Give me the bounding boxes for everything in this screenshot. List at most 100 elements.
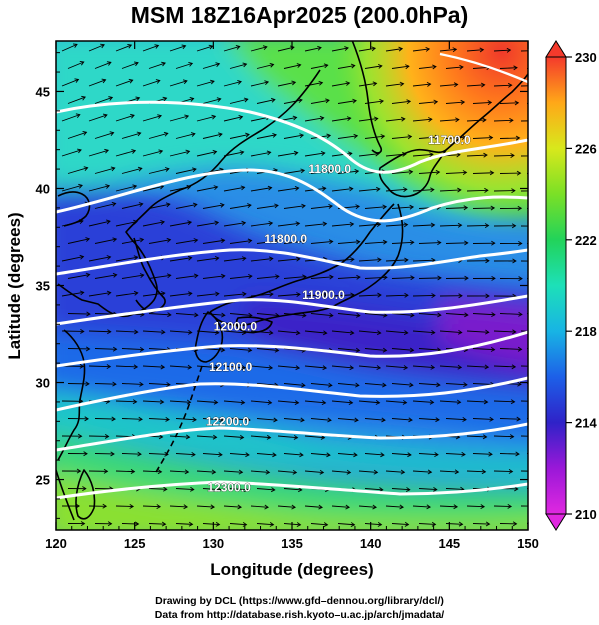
wind-arrowhead [318, 80, 324, 86]
wind-vector [499, 137, 520, 139]
wind-arrowhead [302, 312, 307, 318]
wind-arrowhead [355, 239, 361, 245]
wind-vector [520, 330, 528, 332]
wind-vector [337, 453, 357, 456]
wind-arrowhead [193, 273, 199, 279]
wind-vector [358, 294, 381, 297]
wind-vector [115, 221, 138, 227]
wind-arrowhead [106, 255, 112, 260]
wind-vector [466, 49, 484, 52]
wind-vector [250, 222, 273, 227]
wind-vector [196, 151, 217, 157]
wind-vector [250, 187, 272, 192]
wind-vector [277, 400, 299, 404]
wind-vector [364, 206, 387, 209]
wind-vector [418, 348, 441, 351]
wind-vector [493, 470, 513, 473]
wind-vector [121, 383, 143, 385]
wind-arrowhead [511, 364, 517, 370]
wind-arrowhead [481, 469, 487, 475]
wind-vector [391, 488, 410, 491]
wind-vector [223, 186, 245, 192]
wind-vector [304, 117, 324, 122]
wind-arrowhead [452, 47, 458, 53]
wind-arrowhead [514, 486, 519, 492]
wind-arrowhead [163, 131, 169, 137]
wind-vector [472, 101, 492, 104]
wind-vector [337, 418, 359, 421]
wind-arrowhead [157, 469, 163, 475]
wind-arrowhead [138, 416, 143, 422]
wind-vector [418, 242, 441, 244]
wind-arrowhead [457, 222, 463, 228]
wind-vector [337, 65, 355, 69]
wind-vector [337, 523, 355, 526]
wind-vector [472, 172, 494, 174]
wind-vector [337, 276, 360, 279]
wind-vector [115, 44, 132, 52]
wind-vector [169, 221, 192, 227]
wind-arrowhead [106, 61, 112, 66]
wind-arrowhead [187, 329, 193, 335]
wind-arrowhead [242, 62, 248, 68]
wind-arrowhead [429, 399, 435, 405]
wind-arrowhead [400, 469, 406, 475]
wind-arrowhead [464, 240, 469, 246]
wind-arrowhead [345, 504, 350, 510]
wind-arrowhead [74, 78, 80, 83]
wind-arrowhead [480, 504, 486, 510]
wind-arrowhead [512, 258, 517, 264]
wind-arrowhead [134, 521, 140, 527]
wind-vector [115, 185, 137, 192]
y-tick-label: 35 [36, 279, 50, 294]
wind-vector [418, 171, 440, 174]
wind-arrowhead [165, 202, 171, 208]
wind-arrowhead [215, 291, 220, 297]
wind-vector [256, 99, 275, 104]
wind-vector [115, 114, 135, 122]
wind-vector [250, 330, 273, 334]
wind-vector [358, 259, 381, 262]
wind-vector [94, 274, 117, 279]
wind-arrowhead [405, 64, 410, 70]
wind-vector [283, 276, 306, 279]
colorbar-tick-label: 230 [575, 50, 597, 65]
wind-arrowhead [344, 46, 349, 51]
wind-arrowhead [317, 45, 322, 51]
height-contours [56, 52, 528, 500]
x-tick-label: 145 [438, 536, 460, 551]
wind-arrowhead [79, 60, 85, 66]
wind-vector [520, 365, 528, 367]
wind-arrowhead [327, 168, 333, 174]
wind-vector [439, 224, 462, 227]
wind-arrowhead [506, 47, 512, 53]
x-axis-label: Longitude (degrees) [210, 560, 373, 579]
wind-arrowhead [100, 43, 105, 49]
wind-arrowhead [508, 469, 514, 474]
wind-vector [358, 330, 381, 334]
wind-arrowhead [491, 275, 496, 281]
wind-vector [223, 222, 246, 227]
wind-arrowhead [458, 521, 464, 527]
wind-arrowhead [220, 347, 226, 353]
wind-arrowhead [83, 451, 88, 457]
wind-vector [67, 238, 90, 244]
wind-arrowhead [274, 238, 280, 244]
wind-arrowhead [372, 504, 377, 510]
wind-arrowhead [139, 237, 145, 243]
wind-vector [196, 221, 219, 227]
wind-vector [229, 348, 252, 351]
wind-arrowhead [454, 469, 460, 475]
wind-vector [148, 418, 170, 421]
contour-label: 11700.0 [428, 133, 471, 147]
wind-vector [493, 119, 513, 122]
wind-vector [196, 293, 219, 297]
wind-vector [142, 470, 162, 473]
wind-arrowhead [301, 382, 306, 388]
wind-arrowhead [160, 329, 166, 335]
wind-arrowhead [294, 186, 300, 191]
wind-vector [121, 203, 143, 209]
wind-vector [148, 348, 171, 351]
wind-vector [121, 418, 143, 420]
wind-arrowhead [213, 185, 219, 190]
